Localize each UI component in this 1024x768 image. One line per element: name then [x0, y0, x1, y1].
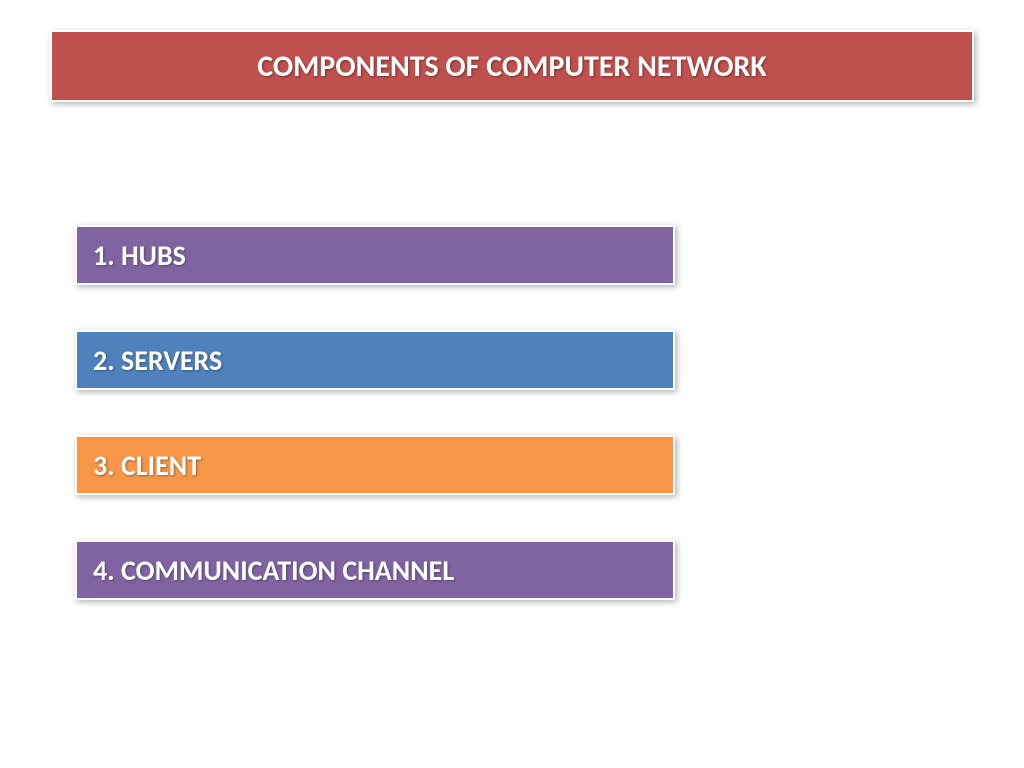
list-item-label: 1. HUBS [93, 238, 186, 273]
list-item: 2. SERVERS [75, 330, 675, 390]
list-item: 4. COMMUNICATION CHANNEL [75, 540, 675, 600]
slide-title-text: COMPONENTS OF COMPUTER NETWORK [257, 48, 767, 85]
list-item-label: 4. COMMUNICATION CHANNEL [93, 553, 454, 588]
list-item: 3. CLIENT [75, 435, 675, 495]
list-item-label: 2. SERVERS [93, 343, 222, 378]
slide-title: COMPONENTS OF COMPUTER NETWORK [50, 30, 974, 102]
list-item-label: 3. CLIENT [93, 448, 201, 483]
list-item: 1. HUBS [75, 225, 675, 285]
